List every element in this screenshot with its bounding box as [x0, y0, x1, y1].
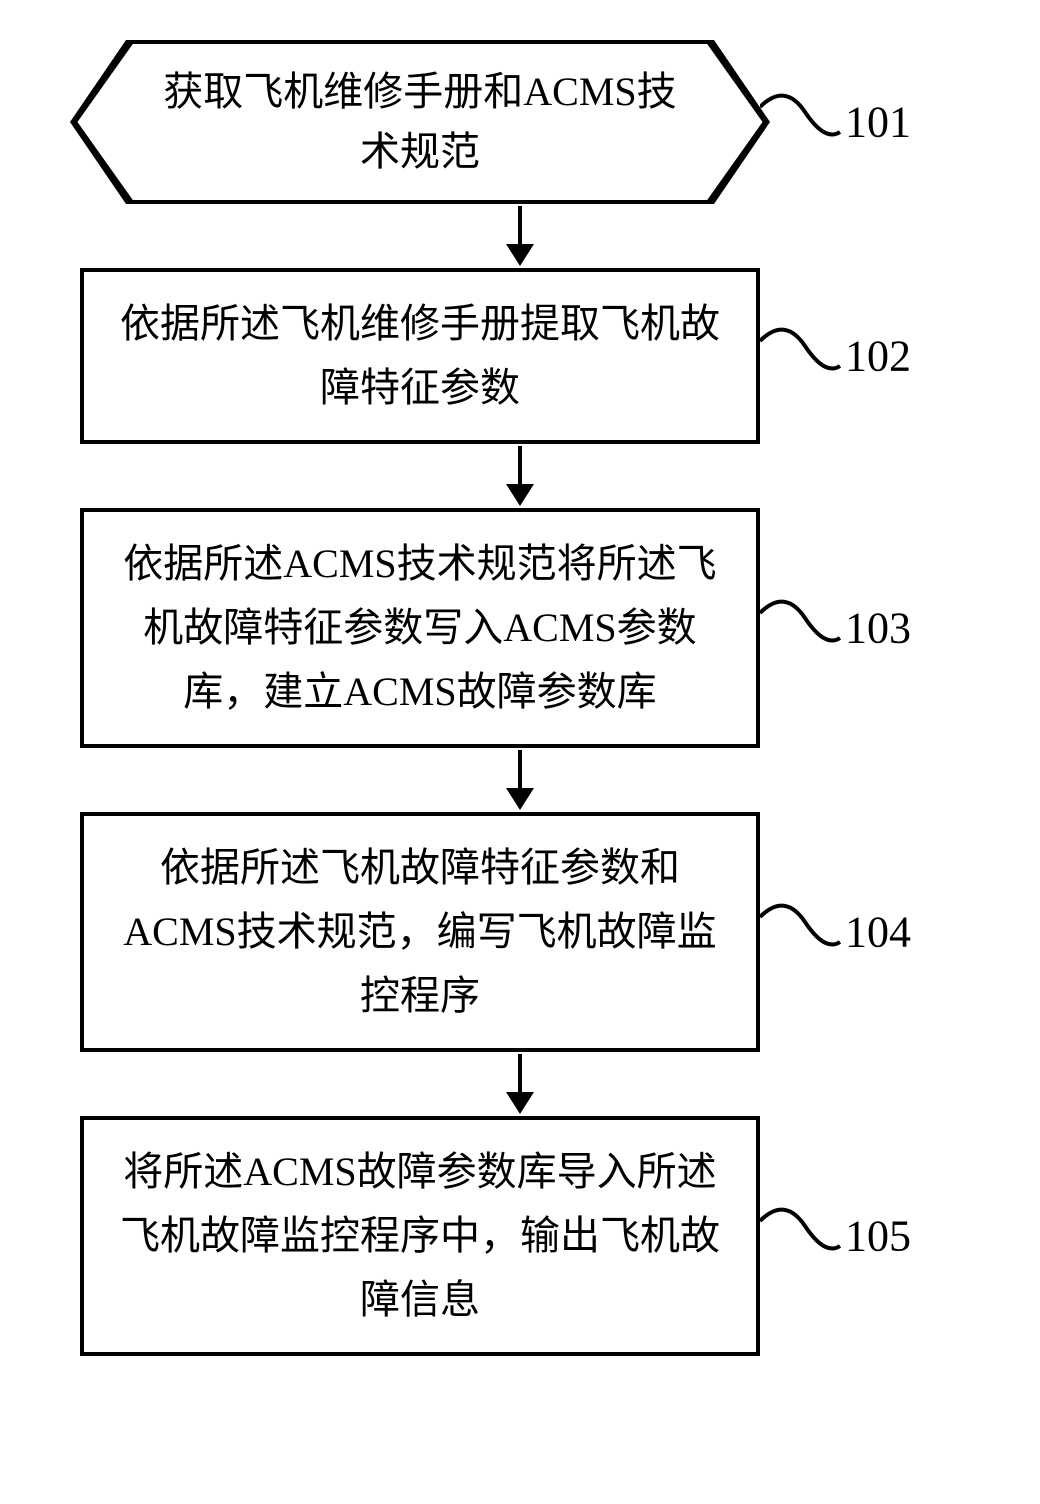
- arrow-head-icon: [506, 788, 534, 810]
- step-label: 101: [845, 97, 911, 148]
- arrow-head-icon: [506, 1092, 534, 1114]
- flowchart-row-2: 依据所述飞机维修手册提取飞机故障特征参数 102: [70, 268, 970, 444]
- step-label: 104: [845, 907, 911, 958]
- arrow-line: [518, 446, 522, 486]
- arrow-line: [518, 1054, 522, 1094]
- process-node: 依据所述飞机故障特征参数和ACMS技术规范，编写飞机故障监控程序: [80, 812, 760, 1052]
- connector-curve-icon: [760, 887, 845, 977]
- node-container-2: 依据所述飞机维修手册提取飞机故障特征参数: [70, 268, 770, 444]
- flowchart-row-3: 依据所述ACMS技术规范将所述飞机故障特征参数写入ACMS参数库，建立ACMS故…: [70, 508, 970, 748]
- step-label: 103: [845, 603, 911, 654]
- terminator-node: 获取飞机维修手册和ACMS技术规范: [70, 40, 770, 204]
- process-node: 将所述ACMS故障参数库导入所述飞机故障监控程序中，输出飞机故障信息: [80, 1116, 760, 1356]
- flowchart-arrow: [170, 750, 870, 810]
- connector-curve-icon: [760, 77, 845, 167]
- node-container-3: 依据所述ACMS技术规范将所述飞机故障特征参数写入ACMS参数库，建立ACMS故…: [70, 508, 770, 748]
- arrow-head-icon: [506, 484, 534, 506]
- flowchart-row-1: 获取飞机维修手册和ACMS技术规范 101: [70, 40, 970, 204]
- terminator-text: 获取飞机维修手册和ACMS技术规范: [74, 44, 766, 200]
- connector-curve-icon: [760, 311, 845, 401]
- flowchart-row-5: 将所述ACMS故障参数库导入所述飞机故障监控程序中，输出飞机故障信息 105: [70, 1116, 970, 1356]
- node-container-4: 依据所述飞机故障特征参数和ACMS技术规范，编写飞机故障监控程序: [70, 812, 770, 1052]
- step-label: 105: [845, 1211, 911, 1262]
- flowchart-row-4: 依据所述飞机故障特征参数和ACMS技术规范，编写飞机故障监控程序 104: [70, 812, 970, 1052]
- flowchart-container: 获取飞机维修手册和ACMS技术规范 101 依据所述飞机维修手册提取飞机故障特征…: [70, 40, 970, 1356]
- flowchart-arrow: [170, 206, 870, 266]
- arrow-line: [518, 750, 522, 790]
- node-container-1: 获取飞机维修手册和ACMS技术规范: [70, 40, 770, 204]
- node-container-5: 将所述ACMS故障参数库导入所述飞机故障监控程序中，输出飞机故障信息: [70, 1116, 770, 1356]
- step-label: 102: [845, 331, 911, 382]
- arrow-line: [518, 206, 522, 246]
- process-node: 依据所述ACMS技术规范将所述飞机故障特征参数写入ACMS参数库，建立ACMS故…: [80, 508, 760, 748]
- connector-curve-icon: [760, 1191, 845, 1281]
- arrow-head-icon: [506, 244, 534, 266]
- process-node: 依据所述飞机维修手册提取飞机故障特征参数: [80, 268, 760, 444]
- connector-curve-icon: [760, 583, 845, 673]
- flowchart-arrow: [170, 1054, 870, 1114]
- flowchart-arrow: [170, 446, 870, 506]
